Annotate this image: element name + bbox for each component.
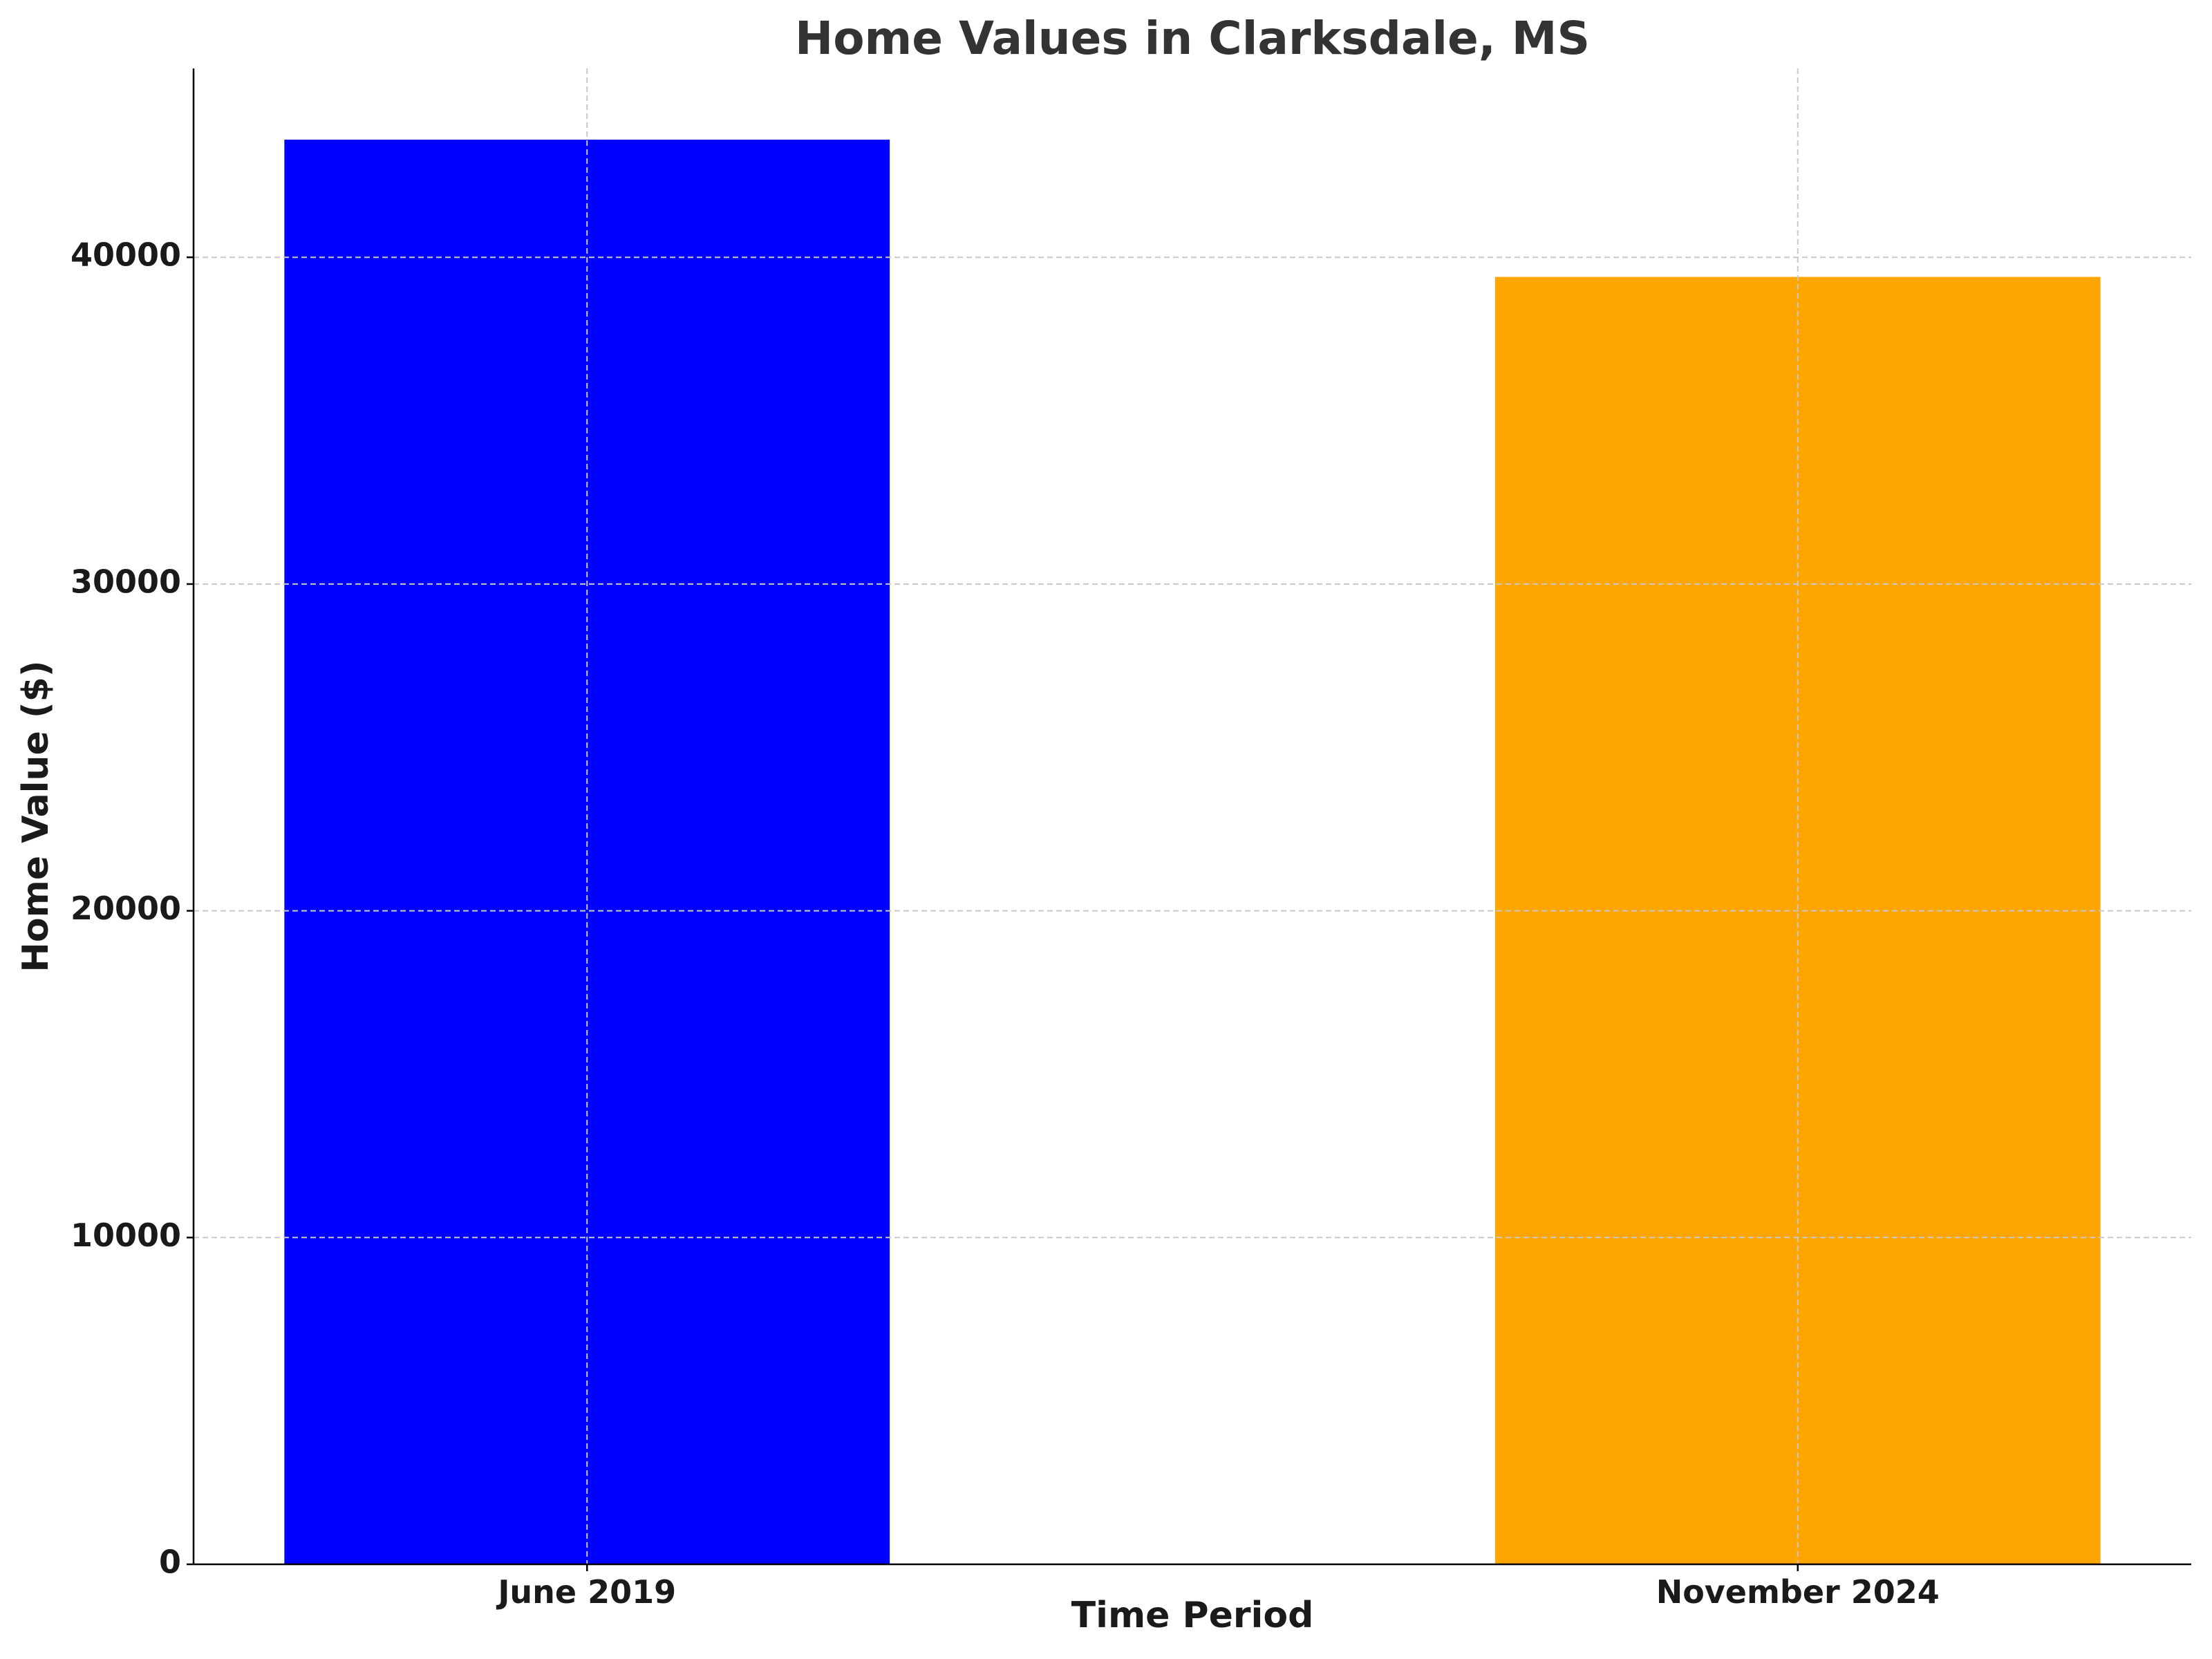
bar	[1494, 276, 2101, 1565]
y-tick-label: 10000	[71, 1217, 181, 1254]
y-tick-label: 0	[159, 1544, 181, 1581]
x-tick-label: November 2024	[1656, 1573, 1940, 1611]
y-tick-label: 30000	[71, 563, 181, 600]
chart-title: Home Values in Clarksdale, MS	[795, 12, 1590, 65]
y-axis-label: Home Value ($)	[15, 660, 57, 972]
y-tick-label: 20000	[71, 890, 181, 927]
x-tick-label: June 2019	[496, 1573, 676, 1611]
x-axis-label: Time Period	[1071, 1595, 1314, 1636]
y-tick-label: 40000	[71, 236, 181, 274]
